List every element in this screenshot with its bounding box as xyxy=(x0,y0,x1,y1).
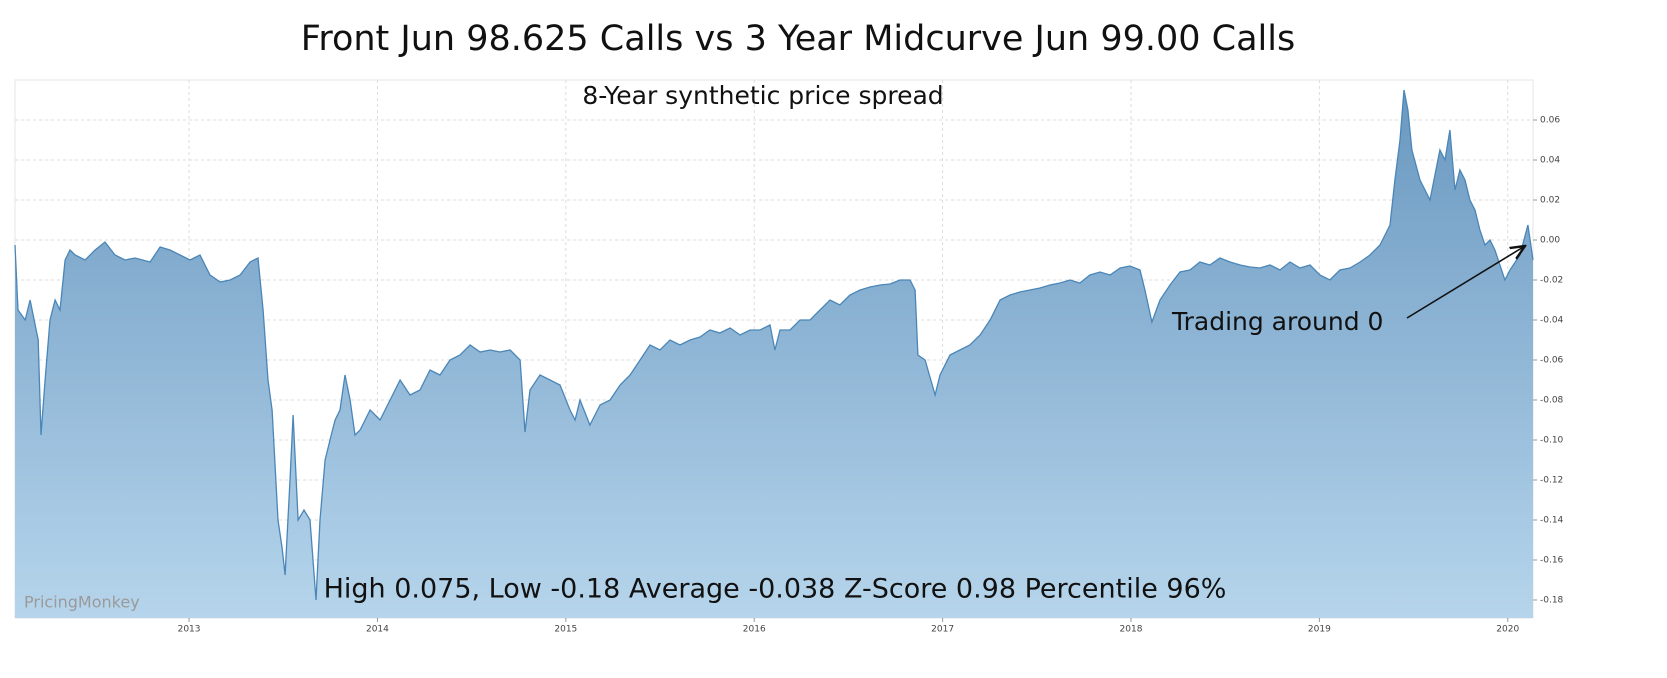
chart-title: Front Jun 98.625 Calls vs 3 Year Midcurv… xyxy=(301,19,1295,59)
series xyxy=(14,89,1534,618)
y-tick-label: 0.02 xyxy=(1540,196,1560,206)
stats-annotation: High 0.075, Low -0.18 Average -0.038 Z-S… xyxy=(324,574,1227,605)
area-line xyxy=(14,89,1534,601)
y-tick-label: -0.10 xyxy=(1540,436,1564,446)
x-tick-label: 2019 xyxy=(1308,625,1331,635)
x-tick-label: 2015 xyxy=(554,625,577,635)
y-tick-label: 0.06 xyxy=(1540,116,1560,126)
y-tick-label: 0.04 xyxy=(1540,156,1560,166)
area-fill xyxy=(15,90,1533,618)
x-tick-label: 2014 xyxy=(366,625,389,635)
y-tick-label: -0.02 xyxy=(1540,276,1563,286)
y-tick-label: 0.00 xyxy=(1540,236,1560,246)
y-tick-label: -0.16 xyxy=(1540,556,1564,566)
annotation: Trading around 0 xyxy=(1171,307,1383,336)
x-tick-label: 2017 xyxy=(931,625,954,635)
watermark: PricingMonkey xyxy=(24,593,140,612)
y-tick-label: -0.14 xyxy=(1540,516,1564,526)
y-tick-label: -0.12 xyxy=(1540,476,1563,486)
y-tick-label: -0.04 xyxy=(1540,316,1564,326)
y-tick-label: -0.06 xyxy=(1540,356,1564,366)
x-tick-label: 2018 xyxy=(1120,625,1143,635)
y-tick-label: -0.18 xyxy=(1540,596,1564,606)
annotation-arrow xyxy=(1406,246,1525,319)
x-tick-label: 2016 xyxy=(743,625,766,635)
chart-subtitle: 8-Year synthetic price spread xyxy=(582,81,943,110)
x-tick-label: 2013 xyxy=(178,625,201,635)
x-tick-label: 2020 xyxy=(1496,625,1519,635)
y-tick-label: -0.08 xyxy=(1540,396,1564,406)
